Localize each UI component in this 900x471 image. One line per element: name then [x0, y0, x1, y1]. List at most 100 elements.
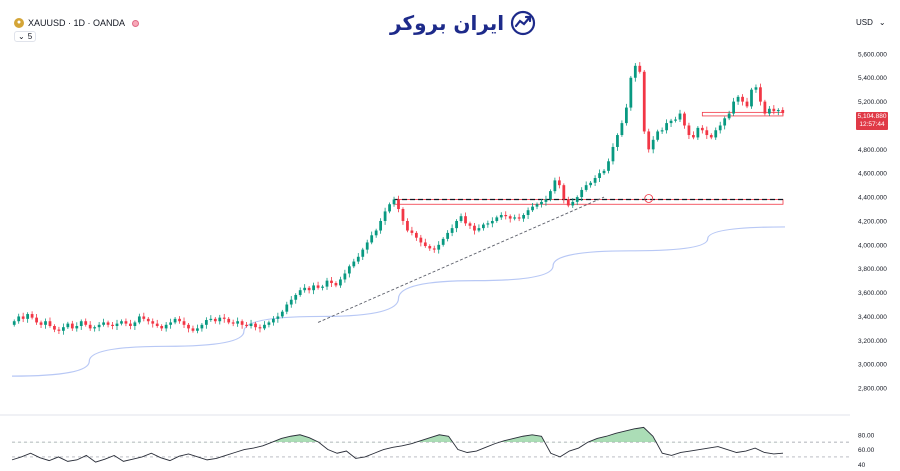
candle-body — [213, 318, 217, 322]
candle-body — [231, 322, 235, 324]
candle — [526, 207, 530, 219]
candle-body — [549, 191, 552, 200]
candle-body — [272, 318, 275, 323]
moving-average-layer — [11, 226, 786, 377]
candle-body — [428, 246, 432, 249]
candle — [772, 105, 776, 115]
price-axis[interactable]: 2,800.000 3,000.000 3,200.000 3,400.000 3,60… — [858, 51, 887, 392]
candle-body — [709, 135, 713, 138]
candle-body — [236, 321, 240, 324]
candle-body — [35, 317, 38, 323]
candle — [204, 317, 208, 329]
candle — [750, 87, 753, 109]
candle — [316, 281, 320, 290]
oscillator-tick-label: 80.00 — [858, 432, 875, 439]
candle — [245, 322, 248, 328]
candle-body — [361, 249, 365, 257]
candle — [531, 202, 534, 213]
candle — [566, 196, 570, 208]
candle-body — [280, 311, 284, 317]
currency-selector[interactable]: USD ⌄ — [856, 18, 886, 27]
candle-body — [759, 87, 762, 102]
candle-body — [700, 127, 704, 131]
candle — [674, 116, 677, 123]
candle-body — [526, 210, 530, 215]
candle-body — [687, 125, 691, 136]
candle — [151, 318, 155, 328]
candle-body — [26, 314, 30, 319]
candle — [504, 211, 508, 220]
candle-body — [254, 323, 257, 328]
candle — [356, 253, 360, 265]
oscillator-tick-label: 40 — [858, 462, 866, 469]
candle — [88, 321, 92, 331]
candle-body — [674, 119, 677, 121]
candle — [562, 183, 566, 204]
currency-label: USD — [856, 18, 873, 27]
candle-body — [723, 118, 727, 126]
candle — [580, 187, 584, 202]
candle-body — [155, 323, 159, 326]
oscillator-line — [11, 426, 784, 463]
candle — [723, 116, 727, 130]
candle-body — [522, 215, 525, 219]
candle — [709, 133, 713, 140]
oscillator-axis[interactable]: 40 60.00 80.00 — [858, 432, 875, 469]
candle — [227, 317, 231, 325]
candle-body — [240, 321, 244, 325]
symbol-label: XAUUSD · 1D · OANDA — [28, 18, 126, 28]
candle — [146, 317, 150, 325]
candle-body — [267, 322, 271, 325]
candle — [714, 127, 718, 140]
candle — [687, 122, 691, 139]
candle-body — [446, 232, 450, 239]
candle — [44, 318, 47, 329]
moving-average-line — [11, 226, 786, 377]
candle — [696, 126, 700, 140]
candle — [397, 195, 400, 213]
candle-body — [401, 209, 405, 221]
candle-body — [53, 326, 56, 330]
candle-body — [164, 324, 168, 329]
candle-body — [124, 321, 128, 324]
price-tick-label: 4,600.000 — [858, 171, 887, 178]
candle-body — [365, 242, 369, 250]
candle-body — [504, 215, 508, 217]
candle-body — [580, 189, 584, 198]
symbol-header[interactable]: ● XAUUSD · 1D · OANDA — [14, 18, 140, 28]
candle — [307, 286, 311, 294]
candle — [339, 276, 342, 288]
candle — [450, 224, 454, 237]
candle-body — [620, 123, 624, 136]
candle-body — [97, 324, 101, 328]
candle-body — [133, 322, 137, 326]
candle-body — [120, 321, 123, 324]
candle-body — [455, 220, 458, 229]
candle — [276, 312, 280, 323]
candle-body — [566, 199, 570, 206]
candle — [35, 313, 38, 325]
candle — [12, 319, 16, 327]
candle — [240, 319, 244, 329]
candle-body — [75, 326, 79, 329]
candle — [482, 222, 485, 231]
candle-body — [616, 135, 619, 147]
candle-body — [732, 101, 736, 114]
candle-body — [750, 89, 753, 107]
candle-body — [432, 248, 436, 250]
candle — [129, 319, 132, 330]
candle-body — [776, 109, 780, 112]
candle-body — [249, 323, 253, 326]
indicators-toggle[interactable]: ⌄ 5 — [14, 31, 37, 42]
candle — [620, 120, 624, 137]
candle-body — [245, 324, 248, 326]
candle-body — [531, 206, 534, 211]
candle — [767, 106, 771, 117]
candle — [173, 317, 177, 325]
candle — [522, 213, 525, 222]
candle — [200, 323, 204, 332]
candle-body — [209, 318, 213, 321]
candle — [499, 212, 503, 220]
candle — [294, 293, 298, 304]
